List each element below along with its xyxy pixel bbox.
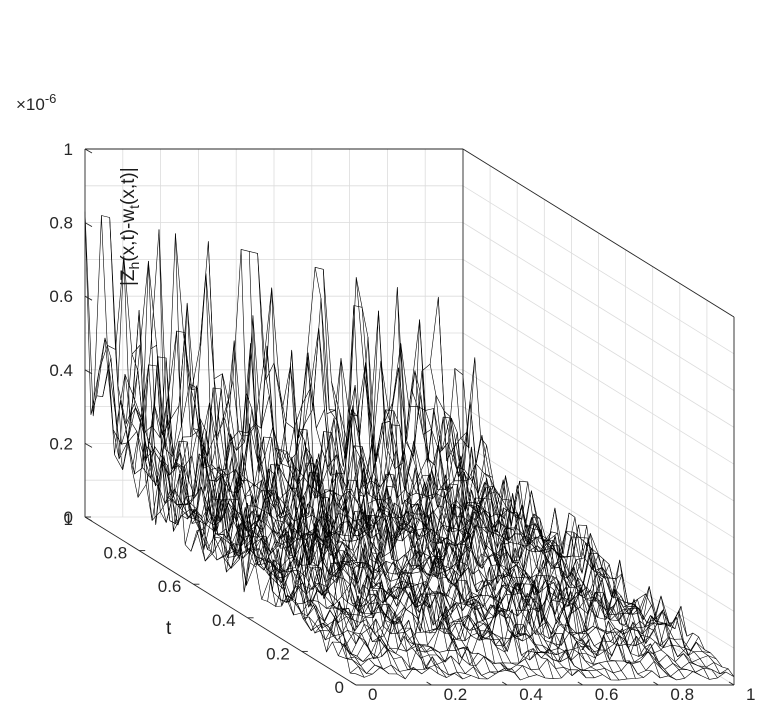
- z-tick-label: 0.2: [49, 434, 73, 453]
- z-tick-label: 1: [64, 140, 73, 159]
- z-tick-mark: [84, 222, 93, 227]
- mesh-line-x: [281, 409, 554, 679]
- mesh-line-x: [372, 310, 644, 678]
- x-tick-label: 0.6: [595, 685, 619, 704]
- mesh-line-x: [158, 229, 431, 670]
- mesh-line-x: [273, 349, 546, 679]
- x-tick-label: 0.8: [670, 685, 694, 704]
- z-tick-mark: [84, 369, 93, 375]
- x-tick-mark: [653, 681, 659, 686]
- t-axis-line: [84, 516, 357, 686]
- mesh-line-x: [183, 334, 455, 676]
- z-axis-tick-labels: 0 0.2 0.4 0.6 0.8 1: [49, 140, 73, 527]
- z-tick-mark: [84, 443, 93, 448]
- y-axis-label: t: [166, 618, 172, 639]
- mesh-line-x: [388, 343, 661, 678]
- x-axis-label: x: [581, 634, 591, 655]
- z-tick-mark: [84, 148, 93, 154]
- mesh-line-x: [224, 418, 496, 675]
- mesh-line-x: [298, 387, 570, 670]
- mesh-line-t: [338, 634, 717, 666]
- mesh-line-x: [240, 249, 513, 671]
- mesh-line-x: [421, 370, 693, 672]
- z-tick-label: 0.4: [49, 361, 73, 380]
- x-tick-label: 0.2: [444, 685, 468, 704]
- z-exponent-power: -6: [45, 91, 57, 106]
- mesh-line-x: [208, 241, 480, 679]
- side-wall-z-gridline: [462, 295, 735, 465]
- mesh-line-x: [347, 305, 620, 681]
- mesh-line-x: [257, 253, 529, 678]
- x-axis-tick-labels: 0 0.2 0.4 0.6 0.8 1: [368, 685, 755, 704]
- mesh-line-x: [166, 332, 439, 674]
- x-tick-label: 0.4: [519, 685, 543, 704]
- mesh-line-x: [306, 327, 579, 677]
- mesh-line-x: [429, 364, 702, 676]
- box-top-side-edge: [462, 148, 735, 318]
- side-wall-z-gridline: [462, 185, 735, 355]
- mesh-line-x: [438, 297, 710, 680]
- mesh-line-x: [191, 388, 464, 680]
- z-exponent-base: ×10: [16, 95, 45, 114]
- side-wall-z-gridline: [462, 259, 735, 428]
- z-tick-label: 0.6: [49, 287, 73, 306]
- z-tick-mark: [84, 516, 93, 522]
- mesh-line-x: [125, 353, 398, 675]
- mesh-line-x: [175, 233, 447, 678]
- x-tick-mark: [426, 681, 432, 686]
- t-tick-label: 1: [64, 510, 73, 529]
- t-tick-label: 0.6: [158, 577, 182, 596]
- mesh-line-x: [290, 352, 562, 679]
- x-tick-label: 1: [746, 685, 755, 704]
- mesh-line-x: [462, 357, 735, 677]
- mesh-line-x: [454, 368, 726, 675]
- mesh-line-x: [314, 267, 587, 678]
- x-tick-mark: [577, 681, 584, 686]
- mesh-line-x: [142, 260, 414, 671]
- mesh-line-x: [331, 381, 603, 675]
- z-tick-label: 0: [64, 508, 73, 527]
- t-tick-label: 0.2: [266, 644, 290, 663]
- mesh-line-x: [150, 344, 422, 675]
- z-axis-exponent: ×10-6: [16, 91, 56, 114]
- t-axis-tick-labels: 0 0.2 0.4 0.6 0.8 1: [64, 510, 344, 697]
- x-tick-mark: [728, 681, 735, 686]
- z-tick-label: 0.8: [49, 214, 73, 233]
- mesh-line-x: [199, 273, 472, 676]
- mesh-line-x: [84, 211, 357, 675]
- x-tick-label: 0: [368, 685, 377, 704]
- mesh-line-x: [101, 215, 373, 675]
- mesh-line-x: [232, 343, 505, 673]
- t-tick-label: 0.8: [104, 544, 128, 563]
- z-tick-mark: [84, 295, 93, 301]
- mesh-line-t: [349, 656, 729, 677]
- axis-box: [84, 148, 735, 686]
- back-walls: [84, 148, 735, 686]
- surface-mesh: [84, 211, 735, 681]
- mesh-line-x: [109, 217, 381, 668]
- x-tick-mark: [501, 681, 508, 686]
- z-axis-label: |Zh(x,t)-wt(x,t)|: [118, 167, 142, 286]
- t-tick-label: 0: [335, 678, 344, 697]
- mesh-line-x: [355, 277, 628, 680]
- mesh-line-x: [249, 251, 521, 681]
- x-tick-mark: [350, 681, 357, 686]
- side-wall-z-gridline: [462, 222, 735, 391]
- mesh-line-x: [216, 340, 488, 680]
- mesh-line-x: [397, 287, 669, 677]
- t-tick-label: 0.4: [212, 611, 236, 630]
